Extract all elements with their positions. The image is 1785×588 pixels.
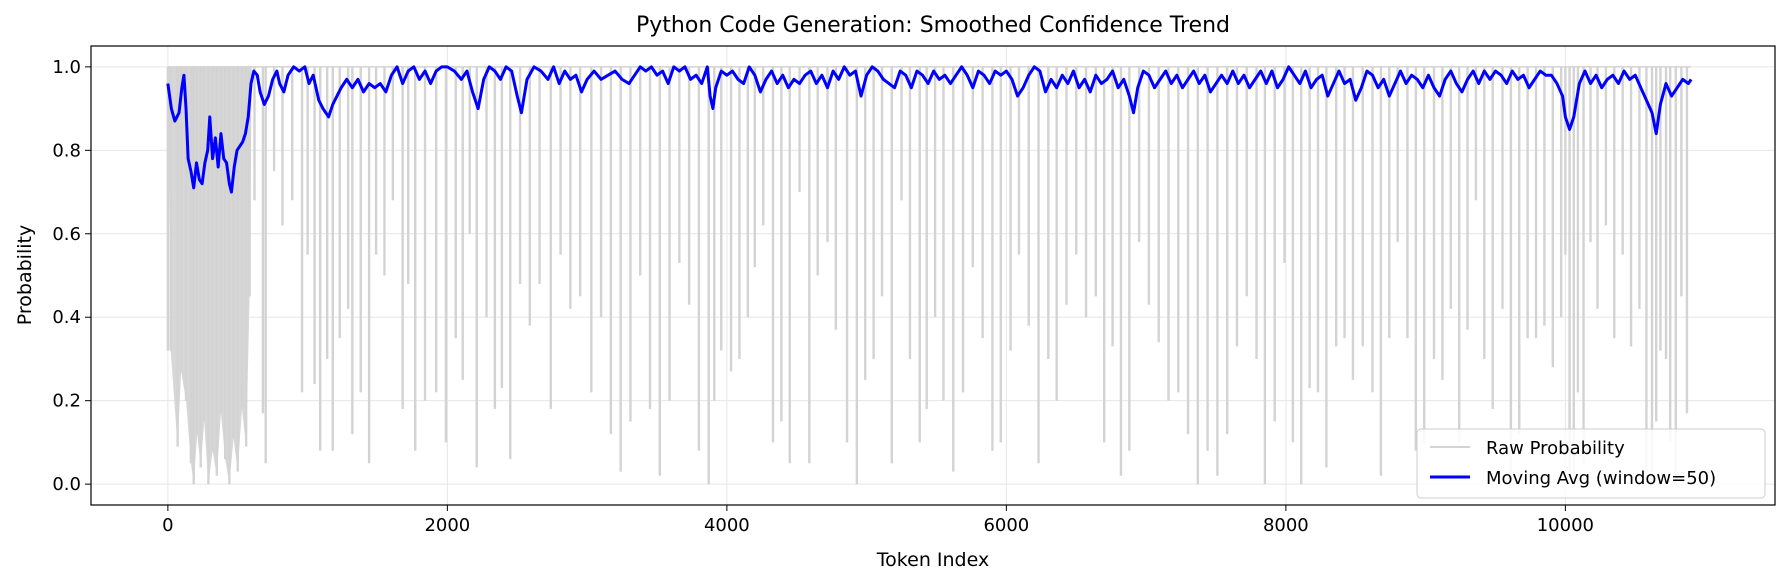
y-tick-label: 0.0: [52, 474, 81, 495]
legend-avg-label: Moving Avg (window=50): [1486, 468, 1716, 489]
legend-box: [1416, 428, 1766, 499]
x-tick-label: 4000: [704, 515, 750, 536]
y-tick-label: 0.2: [52, 391, 81, 412]
legend-raw-label: Raw Probability: [1486, 438, 1625, 459]
raw-probability-early-band: [167, 66, 252, 485]
moving-avg-series: [166, 65, 1693, 194]
plot-frame: [90, 45, 1776, 506]
x-tick-label: 2000: [424, 515, 470, 536]
y-axis-label: Probability: [14, 225, 36, 325]
y-tick-label: 1.0: [52, 57, 81, 78]
x-tick-label: 6000: [983, 515, 1029, 536]
y-tick-label: 0.6: [52, 224, 81, 245]
x-tick-label: 0: [162, 515, 173, 536]
x-tick-label: 10000: [1537, 515, 1594, 536]
x-axis-ticks: 0 2000 4000 6000 8000 10000: [162, 505, 1594, 536]
y-axis-ticks: 0.0 0.2 0.4 0.6 0.8 1.0: [52, 57, 91, 495]
x-axis-label: Token Index: [876, 549, 989, 571]
y-tick-label: 0.4: [52, 307, 81, 328]
x-tick-label: 8000: [1263, 515, 1309, 536]
moving-avg-line: [166, 65, 1693, 194]
chart-title: Python Code Generation: Smoothed Confide…: [636, 13, 1230, 38]
raw-probability-series: [166, 66, 1692, 485]
legend: Raw Probability Moving Avg (window=50): [1416, 428, 1766, 499]
y-tick-label: 0.8: [52, 140, 81, 161]
